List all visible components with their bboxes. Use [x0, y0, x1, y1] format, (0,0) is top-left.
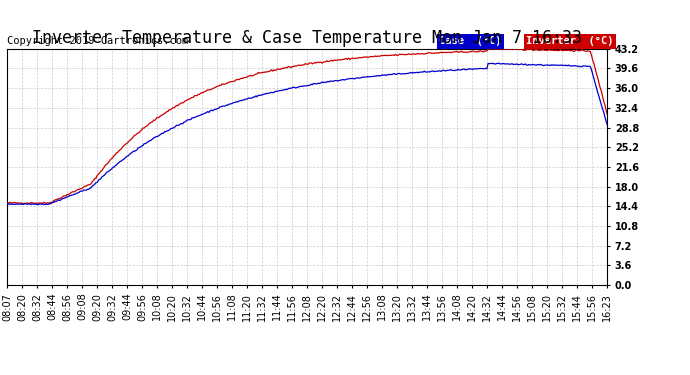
Text: Inverter  (°C): Inverter (°C)	[526, 36, 613, 46]
Title: Inverter Temperature & Case Temperature Mon Jan 7 16:33: Inverter Temperature & Case Temperature …	[32, 29, 582, 47]
Text: Case  (°C): Case (°C)	[439, 36, 502, 46]
Text: Copyright 2019 Cartronics.com: Copyright 2019 Cartronics.com	[7, 36, 188, 46]
